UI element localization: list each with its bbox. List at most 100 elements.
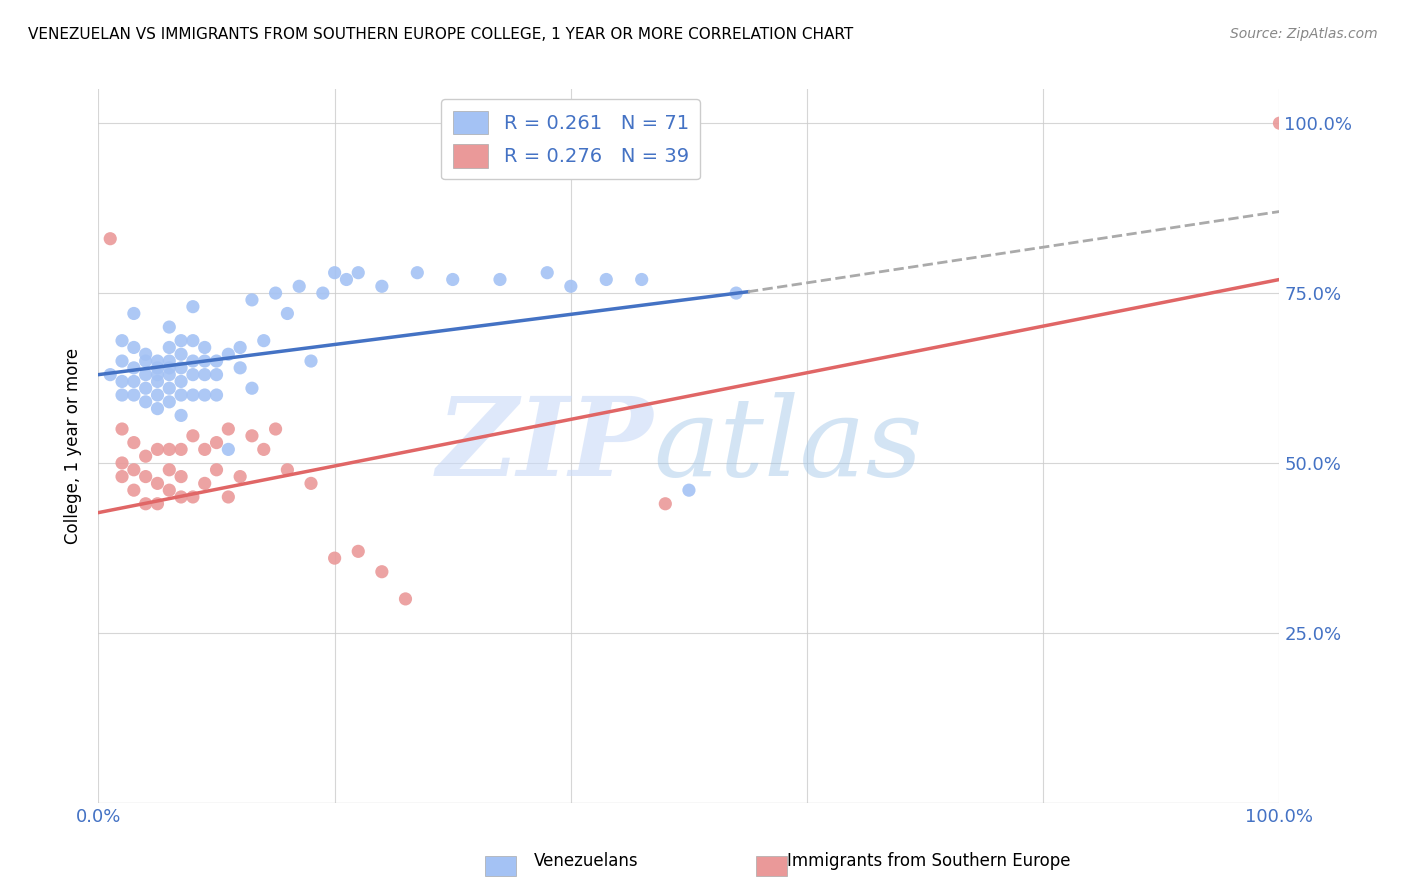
Point (135, 497, 157, 511)
Point (725, 286, 748, 301)
Point (135, 368, 157, 382)
Point (536, 266, 558, 280)
Point (347, 544, 370, 558)
Point (157, 320, 180, 334)
Point (217, 442, 239, 457)
Point (135, 449, 157, 463)
Point (111, 375, 134, 389)
Point (276, 463, 298, 477)
Point (194, 368, 217, 382)
Point (194, 341, 217, 355)
Point (111, 469, 134, 483)
Point (170, 388, 193, 402)
Point (312, 286, 335, 301)
Point (122, 360, 145, 375)
Point (181, 490, 204, 504)
Point (122, 483, 145, 498)
Point (253, 334, 276, 348)
Point (157, 368, 180, 382)
Point (240, 429, 263, 443)
Point (441, 272, 464, 286)
Point (111, 456, 134, 470)
Point (181, 354, 204, 368)
Point (111, 354, 134, 368)
Point (240, 293, 263, 307)
Point (170, 347, 193, 361)
Point (98, 368, 121, 382)
Point (240, 381, 263, 395)
Point (157, 354, 180, 368)
Point (122, 341, 145, 355)
Point (181, 388, 204, 402)
Point (135, 381, 157, 395)
Point (371, 279, 394, 293)
Point (170, 469, 193, 483)
Text: Source: ZipAtlas.com: Source: ZipAtlas.com (1230, 27, 1378, 41)
Point (122, 375, 145, 389)
Point (181, 300, 204, 314)
Point (194, 388, 217, 402)
Point (630, 272, 652, 286)
Point (489, 272, 512, 286)
Point (347, 266, 370, 280)
Point (111, 422, 134, 436)
Point (205, 435, 228, 450)
Point (111, 334, 134, 348)
Point (678, 483, 700, 498)
Point (560, 279, 582, 293)
Y-axis label: College, 1 year or more: College, 1 year or more (65, 348, 83, 544)
Point (135, 347, 157, 361)
Point (181, 368, 204, 382)
Point (229, 469, 252, 483)
Point (217, 422, 239, 436)
Point (122, 306, 145, 320)
Point (170, 334, 193, 348)
Point (146, 401, 169, 416)
Point (229, 341, 252, 355)
Point (299, 354, 322, 368)
Text: Venezuelans: Venezuelans (534, 852, 638, 870)
Point (276, 306, 298, 320)
Point (654, 497, 676, 511)
Point (194, 354, 217, 368)
Point (122, 435, 145, 450)
Point (135, 354, 157, 368)
Text: Immigrants from Southern Europe: Immigrants from Southern Europe (787, 852, 1071, 870)
Point (146, 476, 169, 491)
Legend: R = 0.261   N = 71, R = 0.276   N = 39: R = 0.261 N = 71, R = 0.276 N = 39 (441, 99, 700, 179)
Point (170, 375, 193, 389)
Point (595, 272, 617, 286)
Point (205, 463, 228, 477)
Point (181, 334, 204, 348)
Point (217, 490, 239, 504)
Point (157, 341, 180, 355)
Point (146, 375, 169, 389)
Point (146, 354, 169, 368)
Point (181, 429, 204, 443)
Point (335, 272, 357, 286)
Point (229, 360, 252, 375)
Point (146, 360, 169, 375)
Point (217, 347, 239, 361)
Point (157, 360, 180, 375)
Point (157, 442, 180, 457)
Point (157, 381, 180, 395)
Text: ZIP: ZIP (437, 392, 654, 500)
Point (1268, 116, 1291, 130)
Point (157, 463, 180, 477)
Point (170, 442, 193, 457)
Point (157, 394, 180, 409)
Point (394, 591, 416, 606)
Text: atlas: atlas (654, 392, 924, 500)
Point (170, 490, 193, 504)
Text: VENEZUELAN VS IMMIGRANTS FROM SOUTHERN EUROPE COLLEGE, 1 YEAR OR MORE CORRELATIO: VENEZUELAN VS IMMIGRANTS FROM SOUTHERN E… (28, 27, 853, 42)
Point (122, 463, 145, 477)
Point (111, 388, 134, 402)
Point (323, 266, 346, 280)
Point (264, 422, 287, 436)
Point (371, 565, 394, 579)
Point (146, 497, 169, 511)
Point (135, 394, 157, 409)
Point (299, 476, 322, 491)
Point (146, 368, 169, 382)
